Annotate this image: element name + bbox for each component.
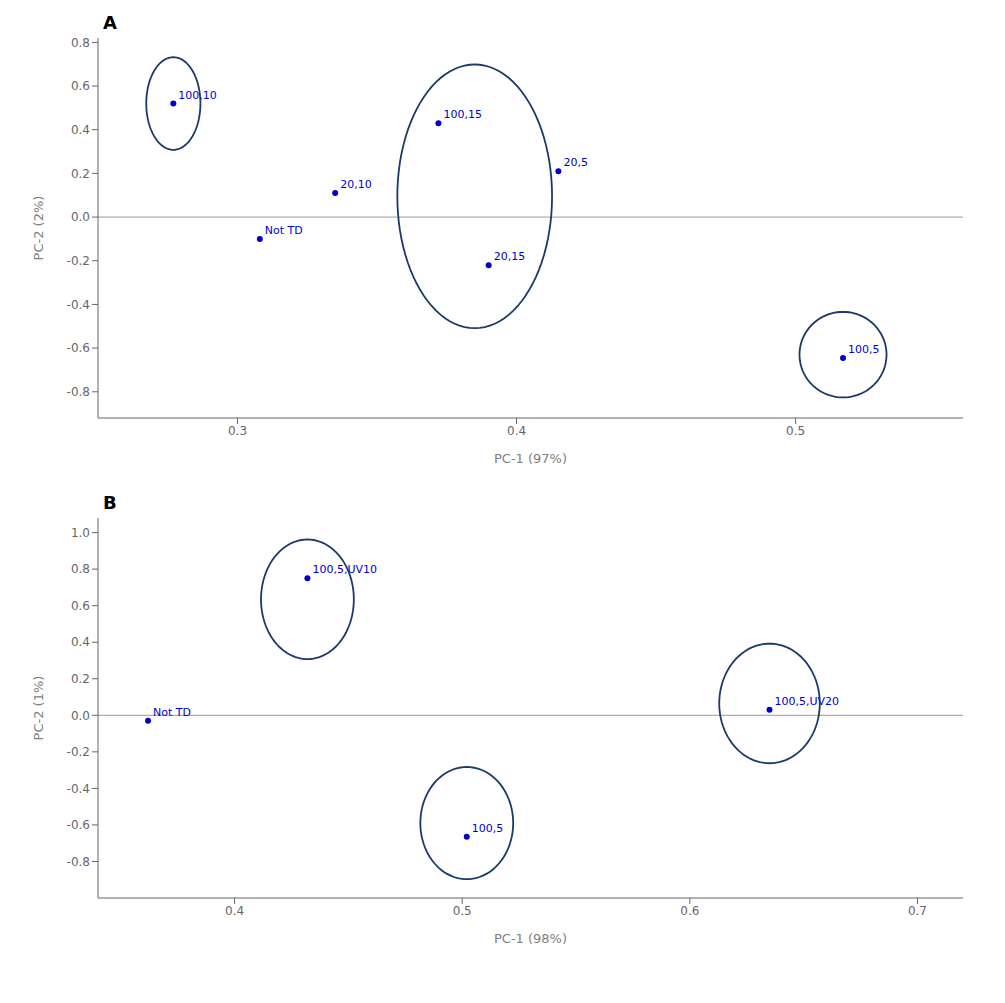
svg-text:-0.6: -0.6 [67,818,90,832]
svg-text:20,10: 20,10 [340,178,372,191]
svg-text:20,15: 20,15 [494,250,525,263]
svg-text:0.2: 0.2 [71,167,90,181]
svg-text:0.3: 0.3 [228,424,247,438]
svg-text:100,5,UV10: 100,5,UV10 [312,563,377,577]
svg-text:PC-2 (1%): PC-2 (1%) [31,676,46,741]
svg-text:-0.4: -0.4 [67,298,90,312]
svg-text:0.4: 0.4 [507,424,526,438]
svg-text:0.0: 0.0 [71,210,90,224]
svg-text:PC-2 (2%): PC-2 (2%) [31,196,46,261]
svg-text:0.4: 0.4 [225,904,244,918]
svg-text:0.4: 0.4 [71,635,90,649]
svg-text:PC-1 (97%): PC-1 (97%) [494,451,567,466]
svg-text:0.2: 0.2 [71,672,90,686]
svg-text:0.5: 0.5 [786,424,805,438]
svg-text:0.5: 0.5 [453,904,472,918]
svg-text:0.6: 0.6 [71,79,90,93]
svg-text:100,15: 100,15 [443,108,482,121]
svg-text:0.6: 0.6 [71,599,90,613]
svg-text:0.7: 0.7 [908,904,927,918]
svg-text:-0.2: -0.2 [67,745,90,759]
svg-text:-0.8: -0.8 [67,385,90,399]
svg-text:-0.6: -0.6 [67,341,90,355]
svg-text:0.8: 0.8 [71,36,90,50]
svg-text:-0.2: -0.2 [67,254,90,268]
svg-text:0.0: 0.0 [71,709,90,723]
svg-text:0.6: 0.6 [680,904,699,918]
html-text:B: B [103,492,117,513]
svg-text:20,5: 20,5 [563,156,588,169]
svg-text:Not TD: Not TD [153,706,191,719]
svg-text:-0.4: -0.4 [67,782,90,796]
svg-text:PC-1 (98%): PC-1 (98%) [494,931,567,946]
html-text:A: A [103,12,117,33]
svg-text:Not TD: Not TD [265,224,303,237]
svg-text:100,5,UV20: 100,5,UV20 [775,695,840,708]
svg-text:0.4: 0.4 [71,123,90,137]
svg-text:100,10: 100,10 [178,89,217,102]
svg-text:0.8: 0.8 [71,562,90,576]
svg-text:100,5: 100,5 [848,343,880,356]
svg-text:1.0: 1.0 [71,526,90,540]
svg-text:100,5: 100,5 [472,822,504,835]
svg-text:-0.8: -0.8 [67,855,90,869]
